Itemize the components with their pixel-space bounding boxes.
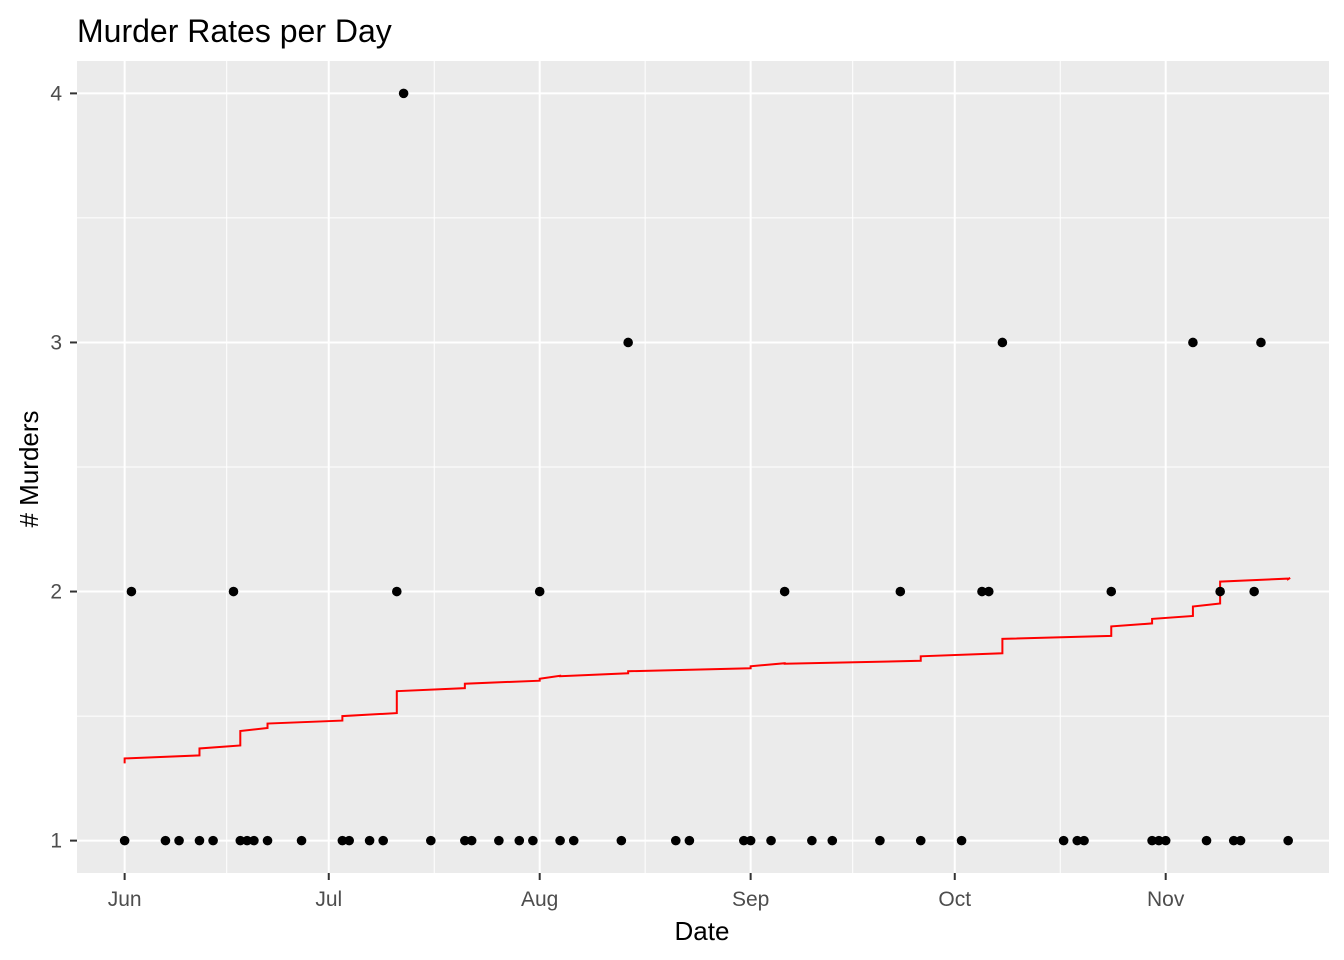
data-point bbox=[1235, 835, 1246, 846]
data-point bbox=[766, 835, 776, 846]
data-point bbox=[235, 835, 246, 846]
data-point bbox=[670, 835, 681, 846]
data-point bbox=[514, 835, 525, 846]
data-point bbox=[494, 835, 504, 846]
data-point bbox=[895, 586, 906, 597]
data-point bbox=[1201, 835, 1212, 846]
data-point bbox=[1160, 835, 1171, 846]
data-point bbox=[344, 835, 354, 846]
data-point bbox=[296, 835, 307, 846]
data-point bbox=[378, 835, 388, 846]
chart-title: Murder Rates per Day bbox=[77, 13, 392, 49]
data-point bbox=[1228, 835, 1239, 846]
data-point bbox=[1188, 337, 1198, 348]
y-tick-label: 4 bbox=[50, 82, 62, 105]
data-point bbox=[466, 835, 477, 846]
data-point bbox=[745, 835, 756, 846]
data-point bbox=[956, 835, 967, 846]
data-point bbox=[534, 586, 545, 597]
data-point bbox=[977, 586, 987, 597]
y-tick-label: 2 bbox=[50, 581, 62, 604]
data-point bbox=[1249, 586, 1259, 597]
minor-gridlines bbox=[77, 61, 1329, 873]
data-point bbox=[337, 835, 348, 846]
data-point bbox=[242, 835, 252, 846]
data-point bbox=[208, 835, 218, 846]
data-point bbox=[1058, 835, 1069, 846]
data-point bbox=[555, 835, 565, 846]
data-point bbox=[119, 835, 130, 846]
y-axis-title: # Murders bbox=[14, 410, 44, 527]
data-point bbox=[398, 88, 409, 99]
data-point bbox=[807, 835, 817, 846]
x-tick-label: Nov bbox=[1147, 888, 1185, 911]
x-tick-label: Sep bbox=[732, 888, 769, 911]
data-point bbox=[528, 835, 538, 846]
data-point bbox=[997, 337, 1008, 348]
data-point bbox=[126, 586, 137, 597]
data-point bbox=[623, 337, 633, 348]
x-tick-label: Jun bbox=[108, 888, 142, 911]
data-point bbox=[194, 835, 205, 846]
step-line bbox=[123, 576, 1291, 764]
x-tick-label: Oct bbox=[938, 888, 971, 911]
x-axis: Jun Jul Aug Sep Oct Nov bbox=[108, 873, 1185, 911]
data-point bbox=[779, 586, 790, 597]
y-tick-label: 1 bbox=[50, 830, 62, 853]
major-gridlines bbox=[77, 61, 1329, 873]
data-point bbox=[568, 835, 579, 846]
data-point bbox=[1215, 586, 1225, 597]
data-point bbox=[262, 835, 273, 846]
data-point bbox=[1072, 835, 1083, 846]
data-point bbox=[364, 835, 375, 846]
data-point bbox=[1154, 835, 1164, 846]
data-point bbox=[1256, 337, 1266, 348]
data-point bbox=[174, 835, 184, 846]
y-tick-label: 3 bbox=[50, 331, 62, 354]
x-tick-label: Jul bbox=[315, 888, 342, 911]
data-point bbox=[1106, 586, 1117, 597]
points-layer bbox=[119, 88, 1293, 846]
step-line-layer bbox=[123, 576, 1291, 764]
data-point bbox=[460, 835, 470, 846]
x-tick-label: Aug bbox=[521, 888, 558, 911]
y-axis: 1 2 3 4 bbox=[50, 82, 77, 853]
data-point bbox=[249, 835, 259, 846]
data-point bbox=[875, 835, 885, 846]
data-point bbox=[739, 835, 749, 846]
data-point bbox=[426, 835, 436, 846]
data-point bbox=[1147, 835, 1157, 846]
data-point bbox=[616, 835, 627, 846]
data-point bbox=[983, 586, 994, 597]
data-point bbox=[827, 835, 838, 846]
data-point bbox=[160, 835, 171, 846]
data-point bbox=[392, 586, 402, 597]
x-axis-title: Date bbox=[675, 916, 730, 946]
data-point bbox=[1079, 835, 1089, 846]
data-point bbox=[1283, 835, 1293, 846]
data-point bbox=[915, 835, 926, 846]
data-point bbox=[228, 586, 239, 597]
data-point bbox=[684, 835, 695, 846]
